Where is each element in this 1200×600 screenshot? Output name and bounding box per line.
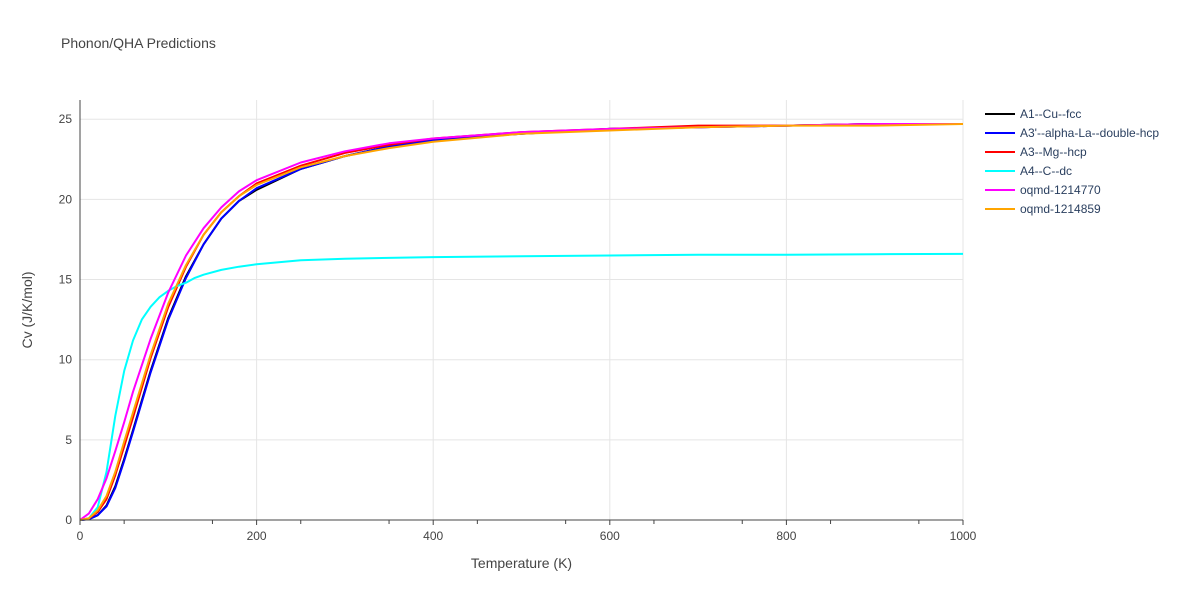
series-line-5 <box>79 123 964 521</box>
legend-swatch <box>985 207 1015 210</box>
series-line-2 <box>79 123 963 521</box>
legend-item[interactable]: A1--Cu--fcc <box>985 104 1159 123</box>
legend-label: oqmd-1214859 <box>1020 201 1101 216</box>
x-tick-label: 0 <box>77 529 84 543</box>
legend-item[interactable]: A3'--alpha-La--double-hcp <box>985 123 1159 142</box>
x-tick-label: 600 <box>600 529 620 543</box>
legend-label: A1--Cu--fcc <box>1020 106 1082 121</box>
y-tick-label: 5 <box>65 433 72 447</box>
gridlines <box>80 100 964 520</box>
series-line-1 <box>79 123 963 521</box>
legend-swatch <box>985 188 1015 191</box>
series-line-3 <box>79 252 964 521</box>
y-tick-label: 0 <box>65 513 72 527</box>
legend-item[interactable]: oqmd-1214859 <box>985 199 1159 218</box>
series-line-0 <box>79 123 963 521</box>
series-layer <box>79 123 964 521</box>
axes: 0 200 400 600 800 1000 0 5 10 15 20 25 Temperature (… <box>19 100 977 571</box>
legend-item[interactable]: A4--C--dc <box>985 161 1159 180</box>
legend-label: A3--Mg--hcp <box>1020 144 1087 159</box>
legend-label: A4--C--dc <box>1020 163 1073 178</box>
chart-title: Phonon/QHA Predictions <box>61 35 216 51</box>
x-tick-label: 400 <box>423 529 443 543</box>
x-tick-label: 800 <box>776 529 796 543</box>
y-axis-label: Cv (J/K/mol) <box>19 272 35 349</box>
legend: A1--Cu--fcc A3'--alpha-La--double-hcp A3--… <box>985 104 1159 218</box>
legend-swatch <box>985 131 1015 134</box>
x-tick-label: 1000 <box>950 529 977 543</box>
legend-item[interactable]: A3--Mg--hcp <box>985 142 1159 161</box>
series-line-4 <box>79 123 963 521</box>
legend-item[interactable]: oqmd-1214770 <box>985 180 1159 199</box>
y-tick-label: 20 <box>59 192 73 206</box>
y-tick-label: 10 <box>59 353 73 367</box>
y-tick-label: 15 <box>59 273 73 287</box>
x-tick-label: 200 <box>247 529 267 543</box>
legend-swatch <box>985 150 1015 153</box>
x-axis-label: Temperature (K) <box>471 555 572 571</box>
y-tick-label: 25 <box>59 112 73 126</box>
legend-swatch <box>985 169 1015 172</box>
legend-label: oqmd-1214770 <box>1020 182 1101 197</box>
legend-label: A3'--alpha-La--double-hcp <box>1020 125 1160 140</box>
legend-swatch <box>985 112 1015 115</box>
